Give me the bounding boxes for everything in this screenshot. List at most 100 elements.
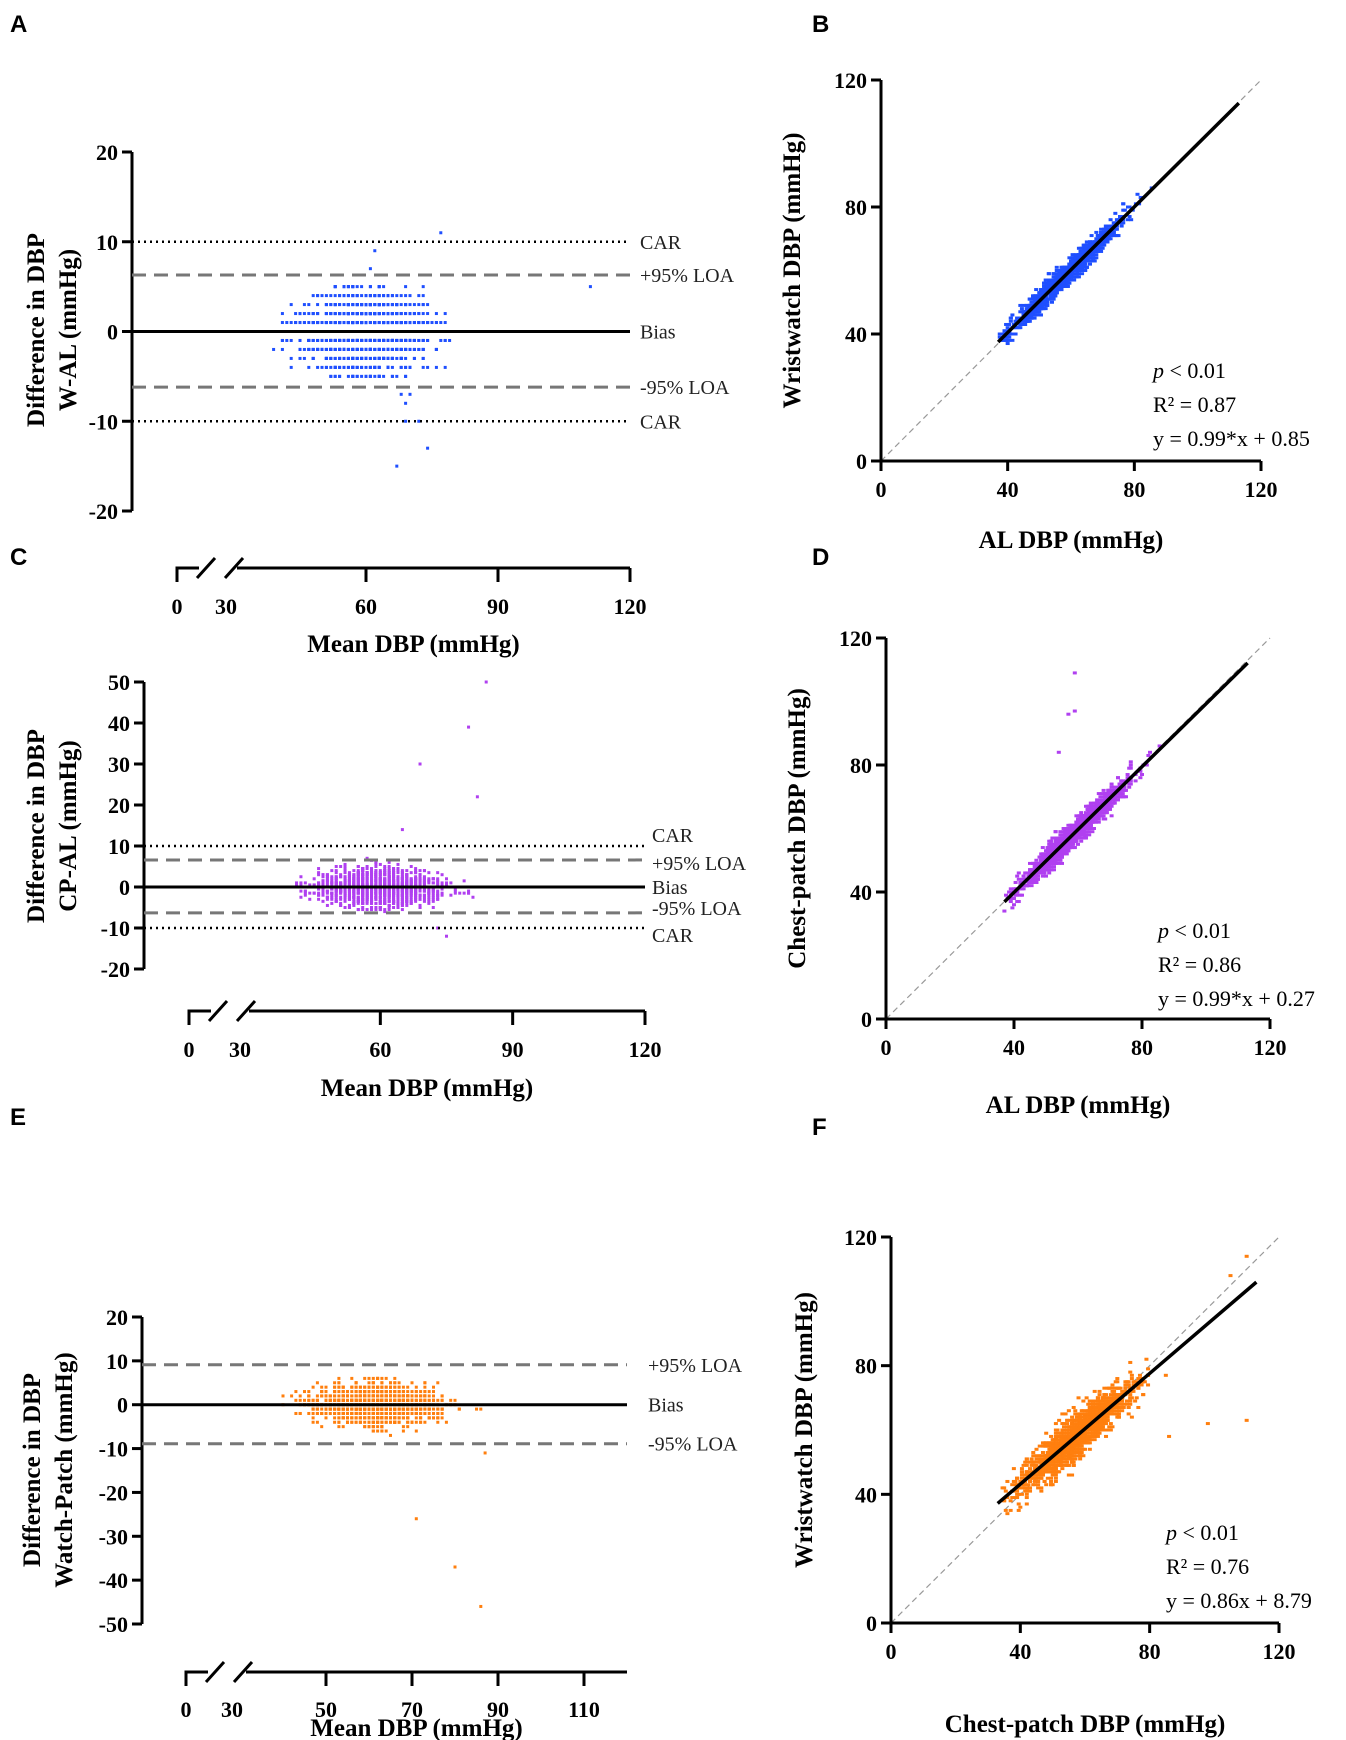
data-point — [1100, 792, 1104, 796]
data-point — [1084, 243, 1089, 247]
data-point — [427, 901, 431, 905]
data-point — [308, 891, 312, 895]
data-point — [405, 895, 409, 899]
data-point — [352, 889, 356, 893]
data-point — [285, 338, 289, 342]
data-point — [329, 303, 333, 307]
data-point — [405, 887, 409, 891]
data-point — [351, 347, 355, 351]
data-point — [431, 893, 435, 897]
data-point — [374, 893, 378, 897]
data-point — [330, 881, 334, 885]
data-point — [361, 895, 365, 899]
data-point — [1038, 307, 1043, 311]
data-point — [1032, 307, 1037, 311]
data-point — [1076, 842, 1080, 846]
data-point — [330, 895, 334, 899]
data-points — [295, 680, 488, 938]
data-point — [396, 887, 400, 891]
data-point — [368, 285, 372, 289]
data-point — [392, 891, 396, 895]
y-axis-title: W-AL (mmHg) — [55, 249, 82, 411]
data-point — [1129, 218, 1134, 222]
data-point — [352, 877, 356, 881]
data-point — [365, 899, 369, 903]
data-point — [426, 312, 430, 316]
y-axis-title: Wristwatch DBP (mmHg) — [779, 133, 806, 409]
data-point — [329, 338, 333, 342]
data-point — [365, 887, 369, 891]
data-point — [370, 895, 374, 899]
data-point — [311, 347, 315, 351]
data-point — [422, 881, 426, 885]
data-point — [373, 365, 377, 369]
data-point — [1140, 773, 1144, 777]
data-point — [414, 877, 418, 881]
data-point — [342, 303, 346, 307]
data-point — [1111, 230, 1116, 234]
data-point — [400, 899, 404, 903]
data-point — [1054, 272, 1059, 276]
data-point — [1100, 240, 1105, 244]
data-point — [404, 285, 408, 289]
data-point — [333, 374, 337, 378]
y-tick-label: 0 — [856, 449, 867, 474]
data-point — [1095, 249, 1100, 253]
data-point — [352, 895, 356, 899]
data-point — [1048, 842, 1053, 846]
data-point — [1078, 269, 1083, 272]
data-point — [373, 312, 377, 316]
data-point — [364, 356, 368, 360]
data-point — [346, 321, 350, 325]
data-point — [361, 908, 365, 912]
data-point — [383, 908, 387, 912]
data-point — [383, 869, 387, 873]
data-point — [365, 871, 369, 875]
data-point — [361, 899, 365, 903]
data-point — [404, 321, 408, 325]
data-point — [329, 321, 333, 325]
data-point — [1015, 874, 1020, 878]
data-point — [418, 877, 422, 881]
data-point — [333, 356, 337, 360]
data-point — [325, 903, 329, 907]
y-tick-label: 20 — [96, 140, 118, 165]
data-point — [1067, 262, 1072, 266]
data-point — [1081, 262, 1086, 266]
data-point — [361, 879, 365, 883]
data-point — [374, 862, 378, 866]
data-point — [422, 897, 426, 901]
data-point — [400, 869, 404, 873]
data-point — [356, 873, 360, 877]
data-point — [1047, 871, 1052, 875]
y-tick-label: 10 — [96, 230, 118, 255]
data-point — [390, 356, 394, 360]
data-point — [365, 877, 369, 881]
data-point — [387, 897, 391, 901]
data-point — [347, 881, 351, 885]
data-point — [387, 908, 391, 912]
data-point — [418, 869, 422, 873]
data-point — [396, 893, 400, 897]
data-point — [445, 934, 448, 938]
data-point — [361, 887, 365, 891]
data-point — [1021, 303, 1026, 307]
data-point — [1099, 246, 1104, 250]
data-point — [378, 893, 382, 897]
data-point — [330, 893, 334, 897]
data-point — [370, 908, 374, 912]
p-symbol: p — [1151, 358, 1164, 383]
data-point — [346, 347, 350, 351]
data-point — [1070, 272, 1075, 276]
data-point — [324, 321, 328, 325]
data-point — [427, 899, 431, 903]
data-point — [338, 365, 342, 369]
data-point — [383, 881, 387, 885]
data-point — [333, 347, 337, 351]
data-point — [414, 893, 418, 897]
data-point — [1072, 278, 1077, 282]
data-point — [383, 865, 387, 868]
data-point — [434, 312, 438, 316]
data-point — [360, 365, 364, 369]
data-point — [387, 869, 391, 873]
